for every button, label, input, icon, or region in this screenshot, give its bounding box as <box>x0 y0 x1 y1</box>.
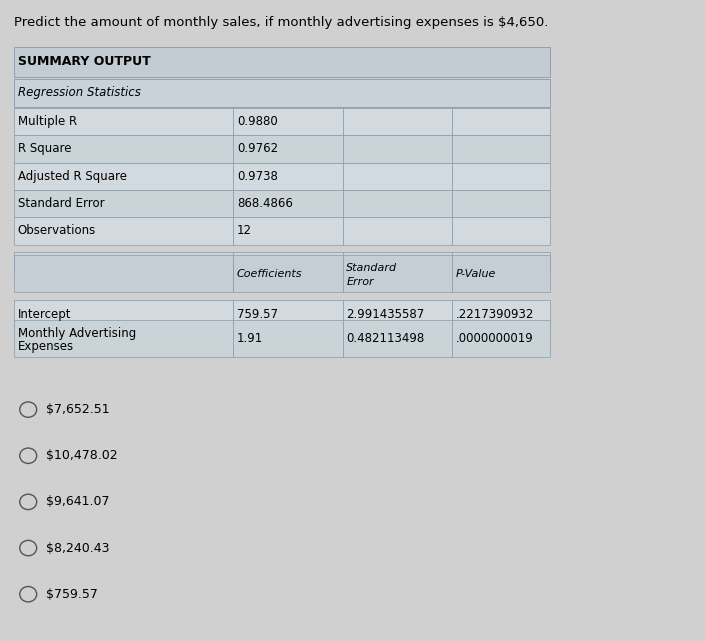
Text: R Square: R Square <box>18 142 71 155</box>
Text: .0000000019: .0000000019 <box>456 332 534 345</box>
Text: Monthly Advertising: Monthly Advertising <box>18 326 136 340</box>
Bar <box>453 252 550 272</box>
Bar <box>233 252 343 272</box>
Text: .2217390932: .2217390932 <box>456 308 534 321</box>
Bar <box>233 255 343 292</box>
Text: Standard Error: Standard Error <box>18 197 104 210</box>
Text: Error: Error <box>346 277 374 287</box>
Bar <box>233 217 343 245</box>
Text: 2.991435587: 2.991435587 <box>346 308 424 321</box>
Text: 0.9880: 0.9880 <box>237 115 278 128</box>
Text: Standard: Standard <box>346 263 398 273</box>
Text: 0.9738: 0.9738 <box>237 170 278 183</box>
Bar <box>14 252 233 272</box>
Text: $7,652.51: $7,652.51 <box>46 403 109 416</box>
Bar <box>233 135 343 163</box>
Text: Observations: Observations <box>18 224 96 237</box>
Text: 868.4866: 868.4866 <box>237 197 293 210</box>
Bar <box>343 135 453 163</box>
Bar <box>14 300 233 329</box>
Text: Multiple R: Multiple R <box>18 115 77 128</box>
Bar <box>343 190 453 217</box>
Text: Intercept: Intercept <box>18 308 71 321</box>
Bar <box>14 79 550 107</box>
Text: Adjusted R Square: Adjusted R Square <box>18 170 127 183</box>
Bar <box>14 47 550 77</box>
Text: 0.9762: 0.9762 <box>237 142 278 155</box>
Bar <box>233 320 343 357</box>
Text: $9,641.07: $9,641.07 <box>46 495 109 508</box>
Text: P-Value: P-Value <box>456 269 496 279</box>
Bar <box>453 108 550 135</box>
Bar <box>14 108 233 135</box>
Text: $8,240.43: $8,240.43 <box>46 542 109 554</box>
Bar <box>453 255 550 292</box>
Bar <box>233 190 343 217</box>
Bar <box>343 255 453 292</box>
Text: $759.57: $759.57 <box>46 588 98 601</box>
Text: 0.482113498: 0.482113498 <box>346 332 424 345</box>
Bar <box>343 217 453 245</box>
Bar <box>343 300 453 329</box>
Bar <box>343 252 453 272</box>
Bar <box>14 190 233 217</box>
Text: Expenses: Expenses <box>18 340 74 353</box>
Text: $10,478.02: $10,478.02 <box>46 449 118 462</box>
Bar <box>343 163 453 190</box>
Bar <box>453 300 550 329</box>
Bar <box>453 190 550 217</box>
Bar <box>453 163 550 190</box>
Bar <box>233 300 343 329</box>
Text: Regression Statistics: Regression Statistics <box>18 87 140 99</box>
Text: 759.57: 759.57 <box>237 308 278 321</box>
Bar <box>343 108 453 135</box>
Bar <box>453 135 550 163</box>
Bar <box>233 163 343 190</box>
Text: SUMMARY OUTPUT: SUMMARY OUTPUT <box>18 55 150 69</box>
Bar <box>14 217 233 245</box>
Bar <box>453 217 550 245</box>
Text: Coefficients: Coefficients <box>237 269 302 279</box>
Bar <box>14 320 233 357</box>
Bar <box>14 255 233 292</box>
Text: Predict the amount of monthly sales, if monthly advertising expenses is $4,650.: Predict the amount of monthly sales, if … <box>14 16 548 29</box>
Bar <box>453 320 550 357</box>
Bar <box>14 163 233 190</box>
Text: 1.91: 1.91 <box>237 332 263 345</box>
Bar <box>14 135 233 163</box>
Bar <box>343 320 453 357</box>
Bar <box>233 108 343 135</box>
Text: 12: 12 <box>237 224 252 237</box>
